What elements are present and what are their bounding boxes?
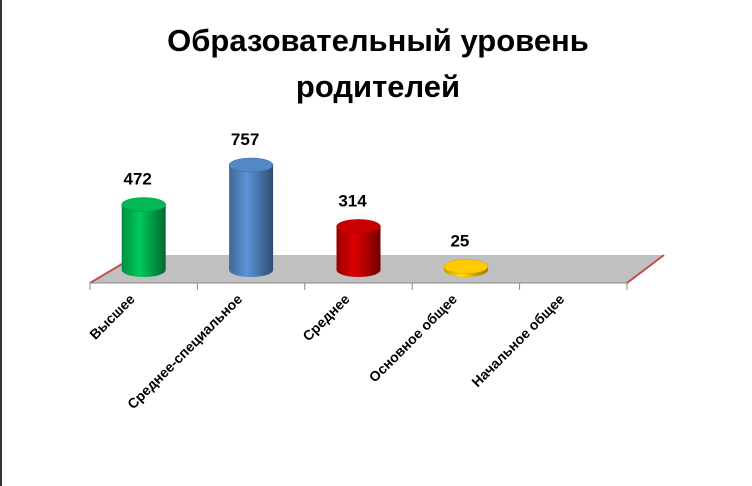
data-label: 757 [231, 130, 259, 149]
bar-top [443, 259, 489, 274]
bar [121, 204, 166, 270]
data-label: 25 [450, 232, 469, 251]
chart-title: Образовательный уровень родителей [167, 23, 589, 104]
data-label: 314 [338, 191, 367, 210]
bar [336, 226, 381, 270]
x-tick-label: Высшее [86, 291, 138, 343]
floor-edge [626, 254, 665, 284]
bar-top [228, 157, 274, 173]
data-label: 472 [124, 170, 152, 189]
x-tick-label: Основное общее [366, 291, 461, 386]
x-tick-label: Среднее-специальное [124, 291, 245, 412]
x-tick-label: Начальное общее [468, 291, 567, 390]
bar-top [336, 219, 381, 234]
bar-top [121, 197, 166, 212]
x-tick-label: Среднее [299, 291, 352, 344]
bar [229, 165, 274, 270]
